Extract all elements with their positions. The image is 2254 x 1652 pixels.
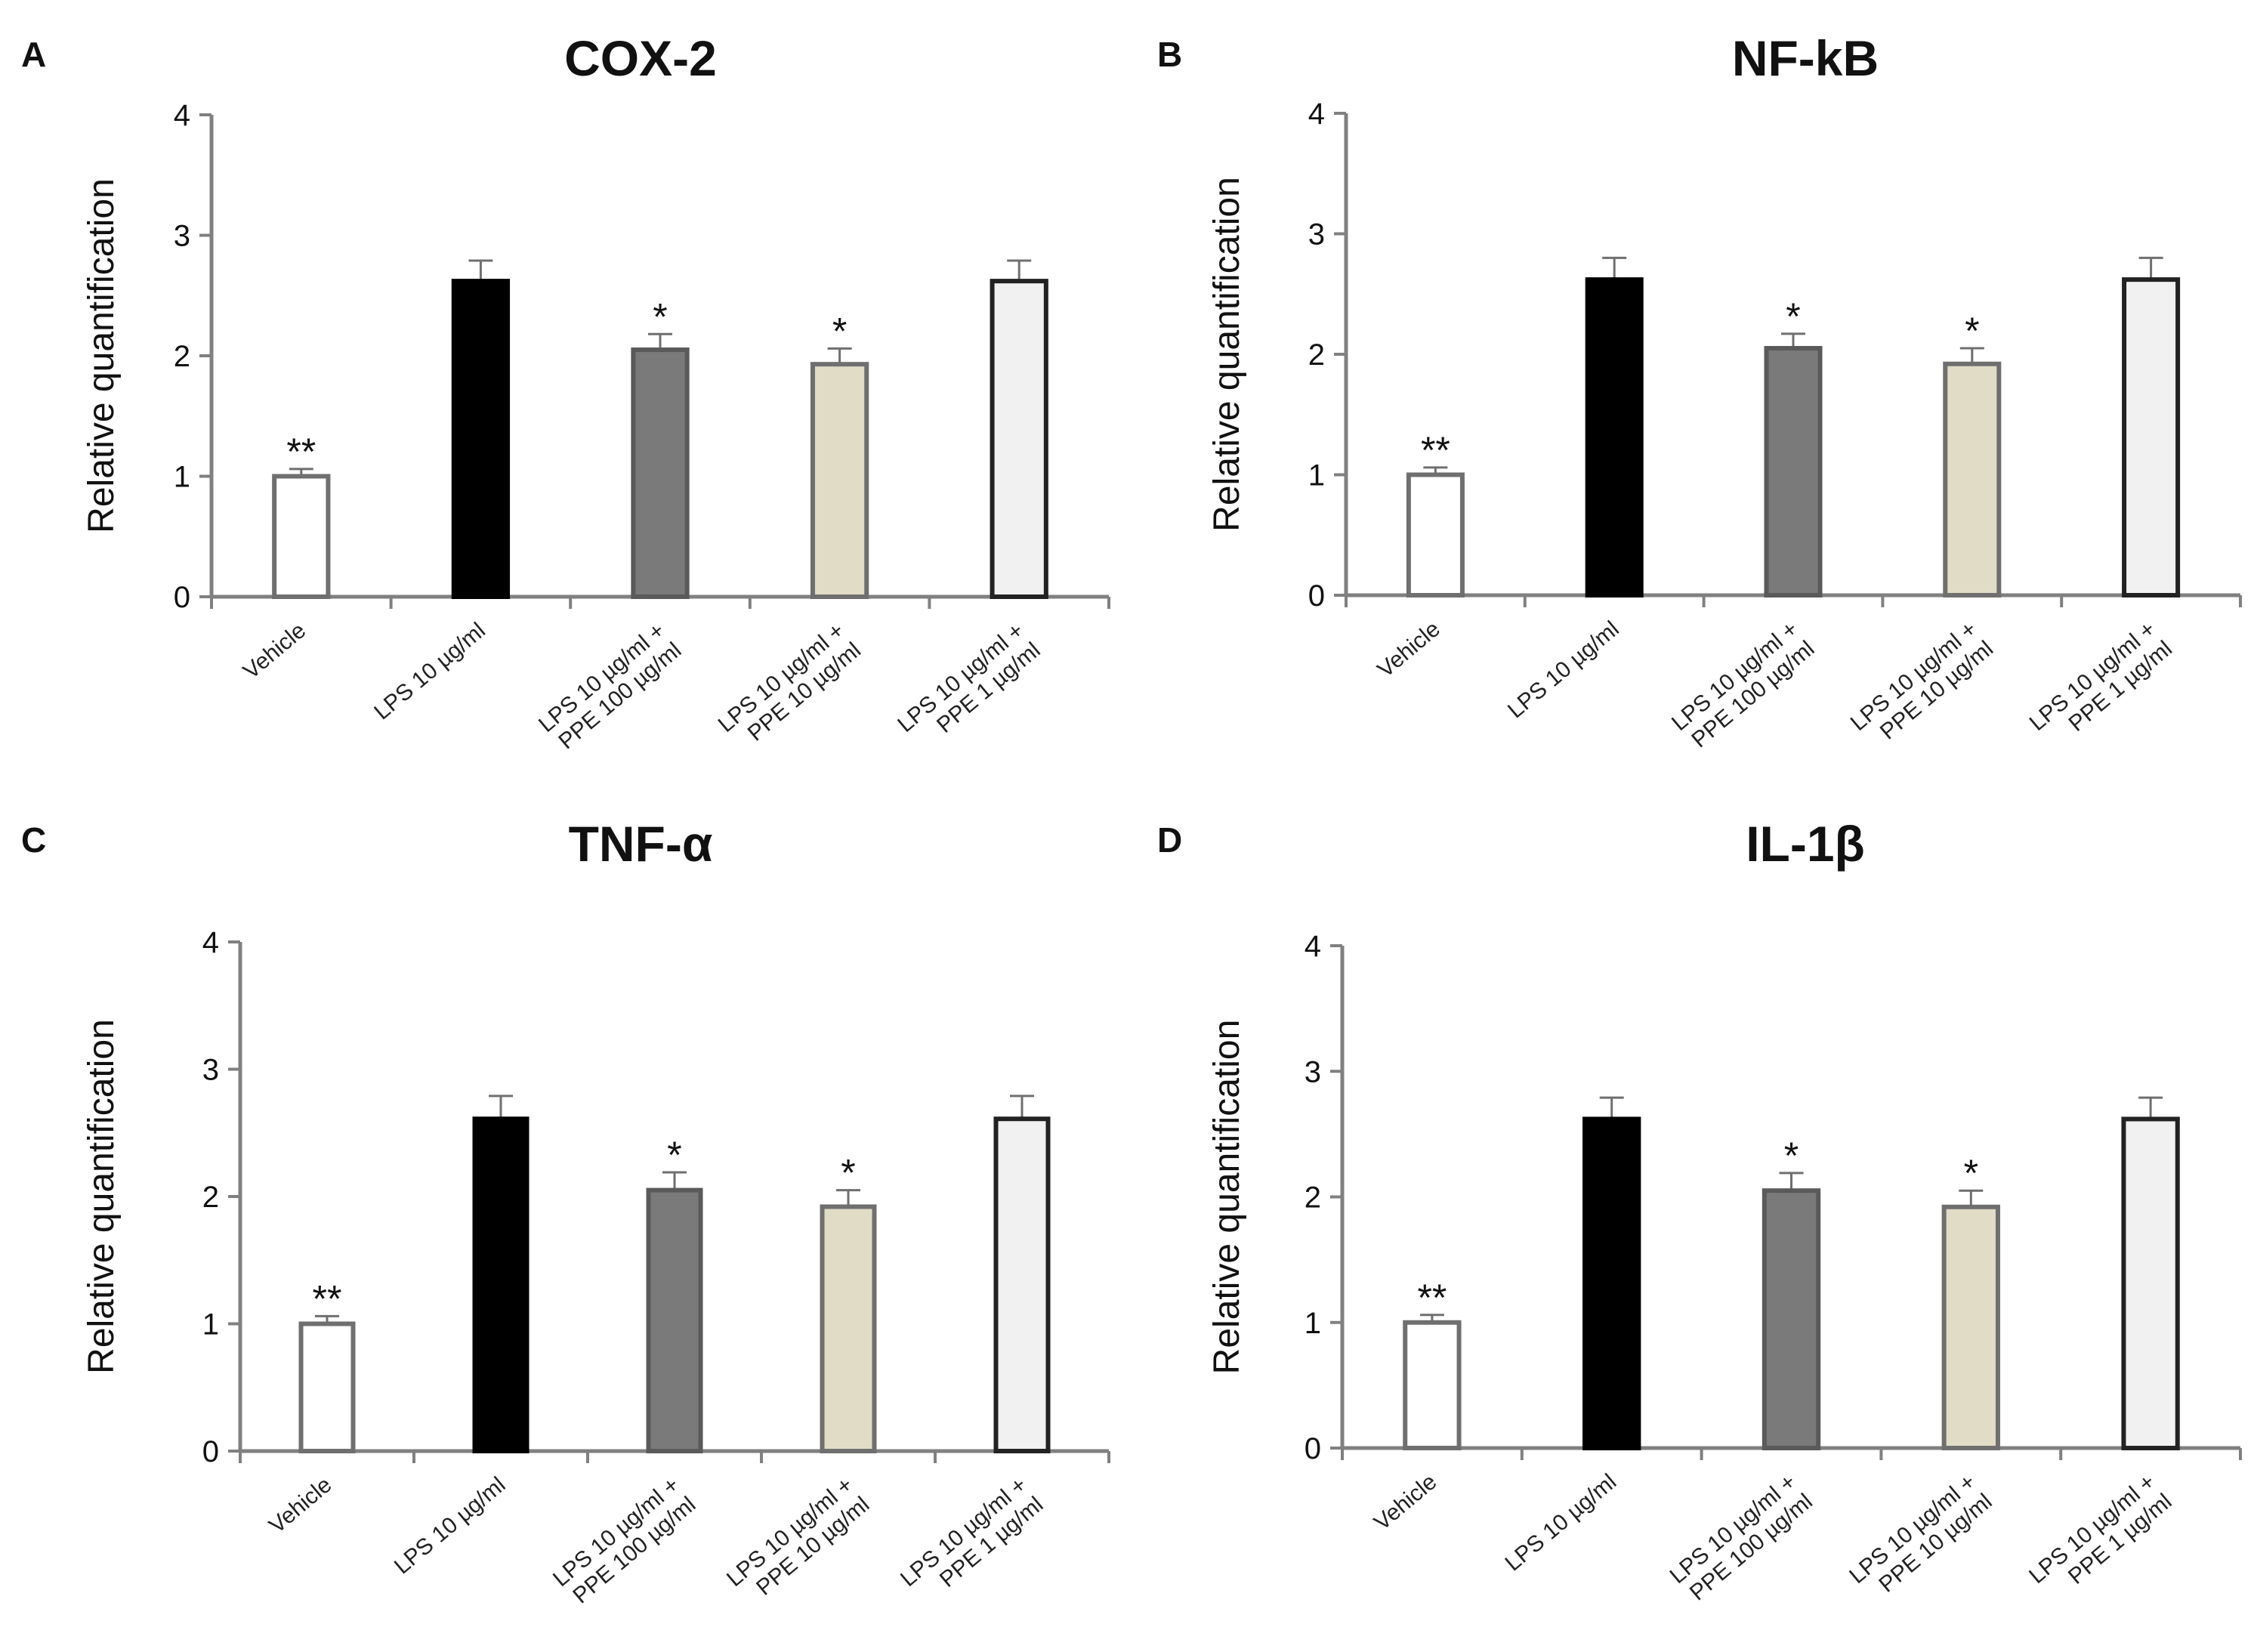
panel-a-bar-4	[810, 362, 869, 599]
panel-b-letter: B	[1157, 35, 1182, 74]
panel-d-bar-1	[1403, 1320, 1462, 1450]
panel-c-y-tick-label: 4	[202, 926, 219, 959]
panel-a-significance-marker: *	[832, 310, 847, 352]
panel-c-y-tick-label: 1	[202, 1308, 219, 1342]
panel-b-y-axis-label: Relative quantification	[1207, 177, 1247, 532]
panel-a-y-tick-label: 1	[174, 461, 190, 494]
panel-c-y-tick-label: 0	[202, 1435, 219, 1468]
panel-b-bar-5	[2122, 277, 2181, 597]
panel-c-y-axis-label: Relative quantification	[82, 1019, 122, 1374]
panel-d-bar-2	[1582, 1116, 1641, 1451]
panel-b-y-tick-label: 4	[1308, 97, 1325, 131]
panel-a-title: COX-2	[564, 30, 717, 86]
panel-a-letter: A	[21, 35, 46, 74]
panel-a-bar-3	[631, 347, 690, 599]
panel-c-bar-5	[993, 1116, 1051, 1453]
panel-a-y-tick-label: 3	[174, 220, 190, 253]
panel-d-letter: D	[1157, 820, 1182, 860]
panel-b-y-tick-label: 3	[1308, 218, 1325, 252]
panel-d-significance-marker: *	[1784, 1135, 1799, 1177]
panel-d-bar-3	[1762, 1188, 1821, 1450]
panel-d-y-axis-label: Relative quantification	[1207, 1020, 1247, 1375]
panel-d-y-tick-label: 1	[1305, 1307, 1321, 1340]
panel-a-significance-marker: **	[286, 431, 316, 473]
panel-a-bar-2	[451, 279, 511, 599]
panel-c-significance-marker: *	[841, 1152, 855, 1194]
panel-b-bar-3	[1764, 346, 1823, 597]
panel-d-y-tick-label: 0	[1305, 1432, 1321, 1465]
panel-c-significance-marker: **	[313, 1277, 342, 1320]
panel-a-bar-1	[272, 474, 331, 599]
panel-d-y-tick-label: 4	[1305, 930, 1321, 963]
panel-b-y-tick-label: 2	[1308, 338, 1325, 372]
panel-d-title: IL-1β	[1746, 816, 1865, 872]
panel-a-y-tick-label: 2	[174, 340, 190, 373]
panel-c-bar-3	[646, 1187, 703, 1453]
panel-b-y-tick-label: 1	[1308, 459, 1325, 493]
panel-a-y-tick-label: 0	[174, 581, 190, 614]
panel-b-bar-2	[1585, 277, 1644, 597]
panel-c-y-tick-label: 3	[202, 1054, 219, 1087]
panel-c-bar-4	[820, 1204, 877, 1453]
panel-b-y-tick-label: 0	[1308, 579, 1325, 613]
panel-b-title: NF-kB	[1732, 30, 1879, 86]
panel-a-significance-marker: *	[653, 295, 667, 338]
panel-b-bar-4	[1943, 361, 2002, 597]
panel-d-significance-marker: *	[1964, 1152, 1978, 1194]
panel-c-y-tick-label: 2	[202, 1181, 219, 1214]
panel-d-y-tick-label: 2	[1305, 1181, 1321, 1215]
panel-b-significance-marker: *	[1965, 310, 1979, 352]
panel-d-significance-marker: **	[1417, 1277, 1447, 1319]
panel-b-bar-1	[1406, 472, 1465, 597]
panel-a-y-tick-label: 4	[174, 99, 190, 132]
panel-c-title: TNF-α	[569, 816, 713, 872]
panel-b-significance-marker: *	[1786, 295, 1800, 338]
panel-a-y-axis-label: Relative quantification	[82, 178, 122, 533]
panel-d-bar-4	[1941, 1204, 2000, 1451]
panel-c-bar-1	[298, 1321, 356, 1453]
panel-a-bar-5	[990, 279, 1048, 599]
panel-b-significance-marker: **	[1421, 429, 1450, 471]
panel-d-y-tick-label: 3	[1305, 1055, 1321, 1088]
panel-c-letter: C	[21, 820, 46, 860]
panel-c-significance-marker: *	[667, 1134, 681, 1176]
panel-d-bar-5	[2121, 1116, 2180, 1451]
panel-c-bar-2	[472, 1116, 530, 1453]
